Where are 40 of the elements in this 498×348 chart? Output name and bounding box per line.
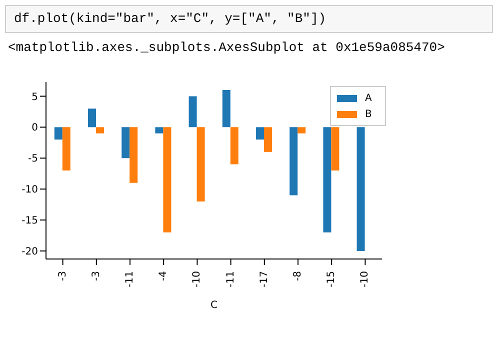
bar [188, 96, 197, 128]
bar [323, 127, 332, 232]
bar [356, 127, 365, 251]
bar [222, 90, 230, 128]
bar [96, 127, 104, 134]
bar [163, 127, 172, 232]
bar [264, 127, 272, 152]
x-tick-label: -10 [192, 271, 203, 288]
bar [256, 127, 264, 140]
x-tick-label: -15 [326, 271, 338, 288]
bar [155, 127, 164, 134]
bar [62, 127, 70, 170]
y-tick-label: 5 [32, 92, 38, 103]
x-tick-label: -4 [158, 271, 170, 281]
x-tick-label: -11 [124, 271, 136, 288]
x-axis-title: C [210, 300, 218, 311]
bar [290, 127, 298, 196]
x-tick-label: -10 [360, 271, 371, 288]
legend-label: B [365, 108, 372, 120]
legend-label: A [365, 92, 372, 104]
y-tick-label: -15 [22, 216, 38, 227]
bar [230, 127, 238, 164]
bar [122, 127, 130, 158]
y-tick-label: -5 [28, 154, 38, 165]
bar [88, 108, 96, 128]
bar [298, 127, 306, 134]
bar [130, 127, 138, 183]
x-tick-label: -11 [225, 271, 236, 288]
y-tick-label: 0 [32, 122, 38, 134]
y-tick-label: -10 [22, 184, 38, 196]
x-tick-label: -17 [258, 271, 270, 288]
x-tick-label: -3 [57, 271, 68, 281]
y-tick-label: -20 [22, 246, 38, 258]
bar [54, 127, 62, 140]
text: <matplotlib.axes._subplots.AxesSubplot at 0x1e59a085470> [8, 40, 445, 55]
x-tick-label: -3 [90, 271, 102, 281]
x-tick-label: -8 [292, 271, 304, 281]
bar [331, 127, 340, 170]
bar [196, 127, 205, 202]
text: df.plot(kind="bar", x="C", y=["A", "B"]) [5, 5, 493, 33]
